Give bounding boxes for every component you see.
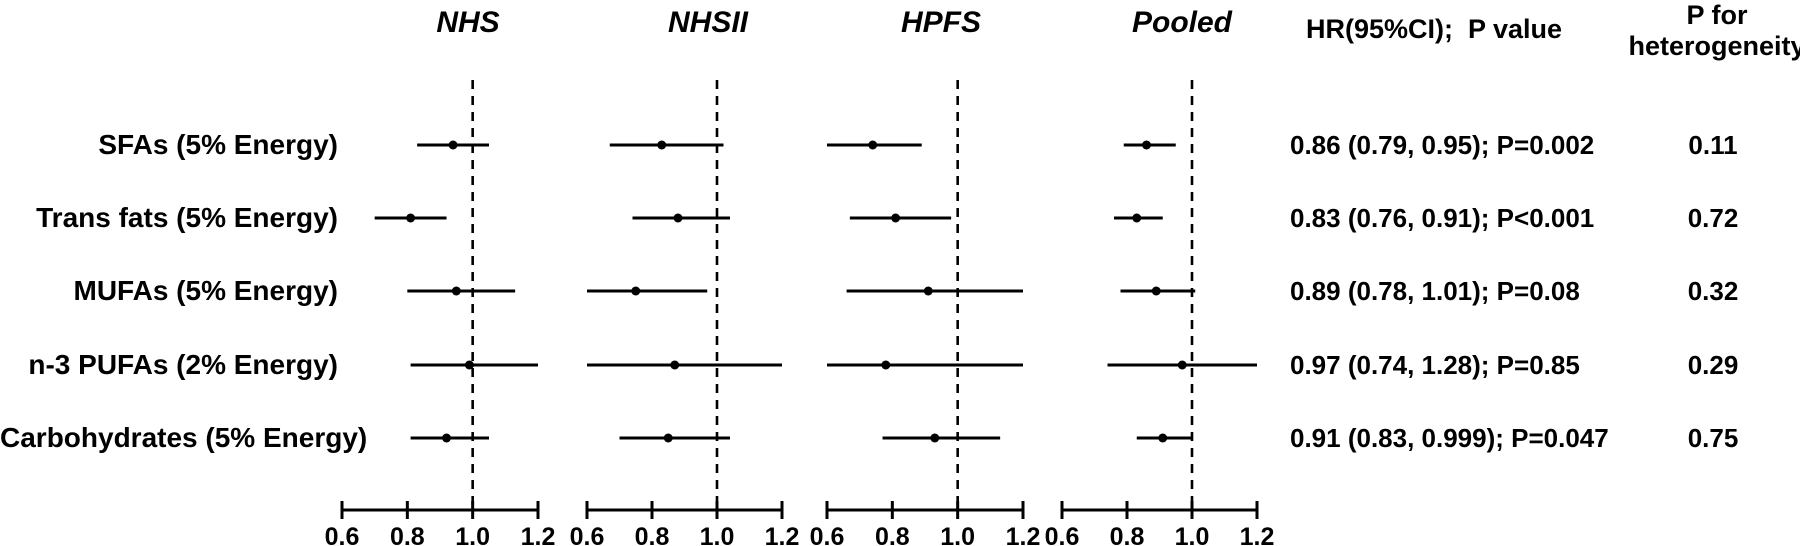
- point-estimate: [891, 213, 901, 223]
- point-estimate: [1177, 360, 1187, 370]
- point-estimate: [930, 433, 940, 443]
- x-axis-tick-label: 1.2: [765, 523, 800, 546]
- x-axis-tick-label: 1.2: [1240, 523, 1275, 546]
- point-estimate: [663, 433, 673, 443]
- point-estimate: [1142, 140, 1151, 150]
- row-label-sfas: SFAs (5% Energy): [98, 129, 338, 160]
- hr-value-n3-pufas: 0.97 (0.74, 1.28); P=0.85: [1290, 350, 1580, 380]
- point-estimate: [881, 360, 891, 370]
- x-axis-tick-label: 0.8: [875, 523, 910, 546]
- x-axis-tick-label: 0.8: [390, 523, 425, 546]
- x-axis-tick-label: 0.8: [1110, 523, 1145, 546]
- row-label-carbohydrates: Carbohydrates (5% Energy): [0, 422, 368, 453]
- panel-title-hpfs: HPFS: [900, 6, 982, 39]
- x-axis-tick-label: 1.2: [521, 523, 556, 546]
- row-label-trans-fats: Trans fats (5% Energy): [36, 202, 338, 233]
- hr-value-mufas: 0.89 (0.78, 1.01); P=0.08: [1290, 276, 1580, 306]
- row-label-mufas: MUFAs (5% Energy): [73, 275, 339, 306]
- point-estimate: [1132, 213, 1142, 223]
- point-estimate: [923, 286, 933, 296]
- hr-value-trans-fats: 0.83 (0.76, 0.91); P<0.001: [1290, 203, 1595, 233]
- x-axis-tick-label: 0.6: [810, 523, 845, 546]
- het-p-sfas: 0.11: [1688, 130, 1738, 160]
- het-p-mufas: 0.32: [1687, 276, 1739, 306]
- x-axis-tick-label: 1.0: [1175, 523, 1210, 546]
- point-estimate: [451, 286, 461, 296]
- heterogeneity-header-line1: P for: [1686, 0, 1748, 30]
- row-label-n3-pufas: n-3 PUFAs (2% Energy): [28, 349, 338, 380]
- x-axis-tick-label: 1.0: [940, 523, 975, 546]
- x-axis-tick-label: 1.0: [455, 523, 490, 546]
- point-estimate: [868, 140, 878, 150]
- point-estimate: [442, 433, 452, 443]
- panel-title-nhsii: NHSII: [667, 6, 749, 39]
- x-axis-tick-label: 1.0: [700, 523, 735, 546]
- het-p-carbohydrates: 0.75: [1687, 423, 1739, 453]
- hr-value-sfas: 0.86 (0.79, 0.95); P=0.002: [1290, 130, 1595, 160]
- hr-value-carbohydrates: 0.91 (0.83, 0.999); P=0.047: [1290, 423, 1609, 453]
- point-estimate: [406, 213, 416, 223]
- x-axis-tick-label: 1.2: [1006, 523, 1041, 546]
- hr-column-header: HR(95%CI); P value: [1305, 14, 1563, 44]
- point-estimate: [448, 140, 458, 150]
- point-estimate: [657, 140, 667, 150]
- x-axis-tick-label: 0.6: [1045, 523, 1080, 546]
- point-estimate: [673, 213, 683, 223]
- x-axis-tick-label: 0.6: [570, 523, 605, 546]
- panel-title-pooled: Pooled: [1131, 6, 1233, 39]
- het-p-n3-pufas: 0.29: [1687, 350, 1739, 380]
- x-axis-tick-label: 0.8: [635, 523, 670, 546]
- point-estimate: [631, 286, 641, 296]
- point-estimate: [670, 360, 680, 370]
- het-p-trans-fats: 0.72: [1687, 203, 1739, 233]
- panel-title-nhs: NHS: [436, 6, 500, 39]
- point-estimate: [464, 360, 474, 370]
- point-estimate: [1151, 286, 1161, 296]
- heterogeneity-header-line2: heterogeneity: [1628, 31, 1800, 61]
- point-estimate: [1158, 433, 1168, 443]
- heterogeneity-column-header: P for heterogeneity: [1628, 0, 1800, 62]
- x-axis-tick-label: 0.6: [325, 523, 360, 546]
